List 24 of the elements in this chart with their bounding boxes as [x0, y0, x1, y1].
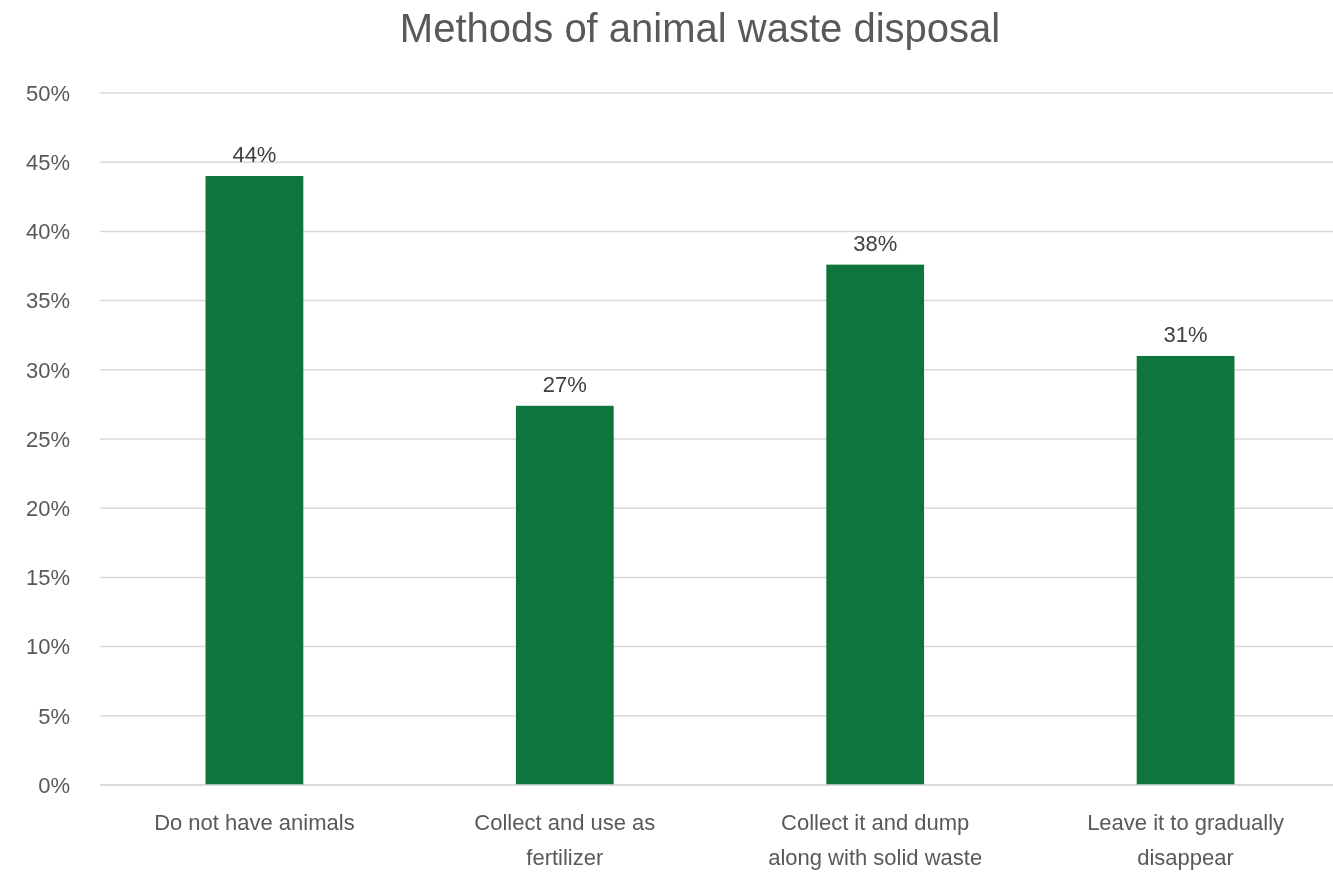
data-label: 38%	[853, 230, 898, 256]
data-label: 31%	[1163, 321, 1208, 347]
y-tick-label: 50%	[25, 80, 70, 106]
bar	[515, 405, 614, 785]
y-tick-label: 35%	[25, 288, 70, 314]
y-tick-label: 30%	[25, 357, 70, 383]
y-tick-label: 25%	[25, 426, 70, 452]
y-tick-label: 40%	[25, 219, 70, 245]
y-tick-label: 10%	[25, 634, 70, 660]
y-tick-label: 5%	[38, 703, 70, 729]
y-tick-label: 0%	[38, 772, 70, 798]
x-tick-label: Collect it and dump along with solid waste	[768, 810, 983, 870]
bar	[1136, 355, 1235, 785]
y-tick-label: 15%	[25, 565, 70, 591]
y-tick-label: 20%	[25, 495, 70, 521]
bar	[826, 264, 925, 785]
data-label: 44%	[232, 142, 277, 168]
x-tick-label: Leave it to gradually disappear	[1087, 810, 1285, 870]
x-tick-label: Do not have animals	[154, 810, 355, 835]
x-tick-label: Collect and use as fertilizer	[474, 810, 656, 870]
chart-title: Methods of animal waste disposal	[399, 6, 1001, 50]
bar	[205, 176, 304, 785]
data-label: 27%	[542, 371, 587, 397]
y-tick-label: 45%	[25, 149, 70, 175]
